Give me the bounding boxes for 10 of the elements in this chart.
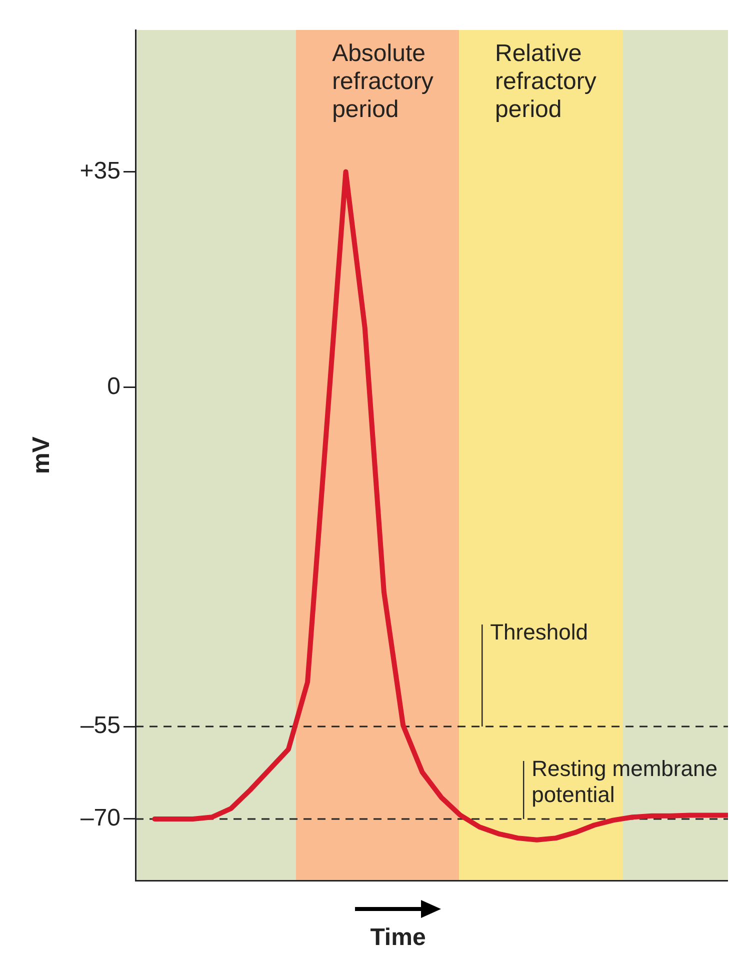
annotation: Absolute refractory period xyxy=(332,40,434,124)
annotation: Relative refractory period xyxy=(495,40,598,124)
y-tick-label: –70 xyxy=(80,804,121,832)
x-axis-title: Time xyxy=(370,924,426,952)
y-tick-label: +35 xyxy=(80,157,121,184)
ref-line-label: Threshold xyxy=(490,620,588,645)
ref-line-label: Resting membrane potential xyxy=(532,756,718,808)
y-tick-label: –55 xyxy=(80,712,121,740)
y-tick-label: 0 xyxy=(107,373,121,400)
y-axis-title: mV xyxy=(28,436,56,474)
